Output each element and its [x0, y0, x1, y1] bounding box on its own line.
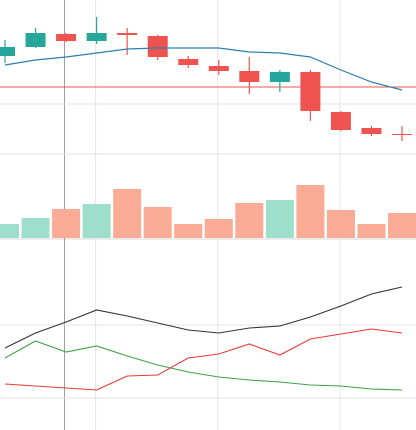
- candle-body: [208, 66, 229, 71]
- volume-bar: [204, 219, 233, 238]
- line-series: [4, 47, 403, 91]
- volume-bar: [326, 210, 355, 238]
- candle-body: [239, 71, 260, 82]
- candle-body: [269, 72, 290, 82]
- candle-body: [86, 33, 107, 41]
- line-series: [4, 286, 403, 349]
- line-series: [4, 340, 403, 391]
- candle-body: [25, 33, 46, 47]
- volume-bar: [52, 209, 81, 238]
- candle-body: [117, 33, 138, 35]
- volume-bar: [296, 185, 325, 238]
- candle-body: [0, 47, 15, 56]
- line-series: [4, 328, 403, 391]
- candle-body: [392, 134, 413, 135]
- candle-body: [56, 34, 77, 41]
- candle-body: [361, 128, 382, 134]
- volume-bar: [82, 204, 111, 238]
- volume-bar: [357, 224, 386, 238]
- candle-body: [300, 72, 321, 111]
- volume-bar: [388, 213, 416, 238]
- candle-body: [330, 112, 351, 130]
- volume-bar: [265, 200, 294, 238]
- volume-bar: [235, 203, 264, 238]
- volume-bar: [174, 224, 203, 238]
- volume-bar: [21, 218, 50, 238]
- volume-bar: [0, 224, 19, 238]
- candle-body: [147, 36, 168, 57]
- volume-bar: [113, 189, 142, 238]
- candle-body: [178, 59, 199, 65]
- volume-bar: [143, 207, 172, 238]
